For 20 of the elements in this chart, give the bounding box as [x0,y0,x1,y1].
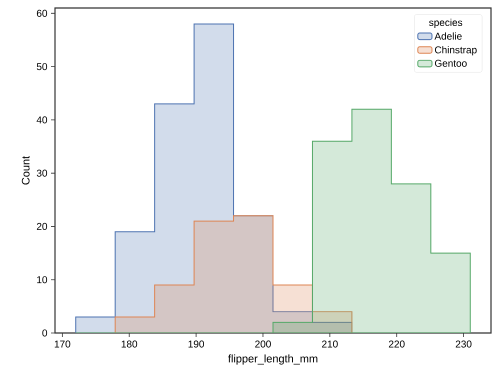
x-tick-label: 200 [255,340,271,348]
y-axis-title: Count [22,156,30,185]
legend-title: species [429,18,462,28]
y-tick-label: 60 [36,10,48,17]
y-tick-label: 0 [42,329,48,337]
x-tick-label: 230 [456,340,472,348]
legend-label: Chinstrap [434,46,477,56]
x-tick-label: 210 [322,340,338,348]
y-tick-label: 40 [36,116,48,124]
y-tick-label: 10 [37,276,48,284]
legend-label: Gentoo [434,60,467,67]
x-tick-label: 190 [188,340,204,348]
x-axis-title: flipper_length_mm [228,354,318,365]
y-tick-label: 50 [36,63,48,70]
x-tick-label: 180 [122,340,138,348]
y-tick-label: 30 [36,170,48,177]
y-tick-label: 20 [36,222,48,230]
x-tick-label: 220 [388,340,405,348]
legend-label: Adelie [434,32,462,40]
x-tick-label: 170 [54,340,70,348]
